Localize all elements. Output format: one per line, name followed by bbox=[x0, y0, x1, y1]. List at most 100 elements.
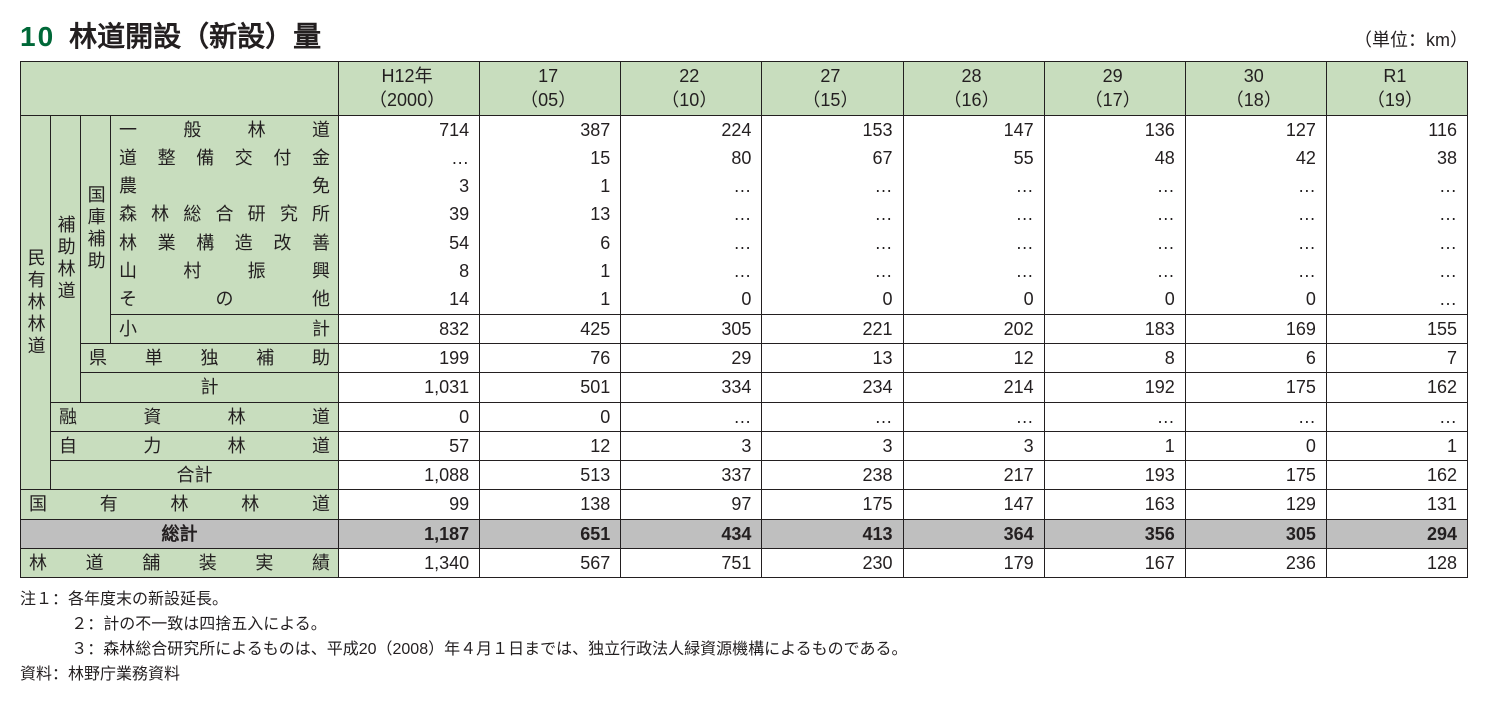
cell: 651 bbox=[480, 519, 621, 548]
cell: 13 bbox=[762, 343, 903, 372]
cell: 48 bbox=[1044, 144, 1185, 172]
cell: 183 bbox=[1044, 314, 1185, 343]
cell: … bbox=[1185, 402, 1326, 431]
cell: 175 bbox=[762, 490, 903, 519]
cell: … bbox=[1044, 229, 1185, 257]
cell: 1,031 bbox=[339, 373, 480, 402]
cell: … bbox=[1185, 200, 1326, 228]
cell: 57 bbox=[339, 431, 480, 460]
cell: 67 bbox=[762, 144, 903, 172]
cell: … bbox=[1326, 257, 1467, 285]
cell: … bbox=[1326, 172, 1467, 200]
cell: 1,088 bbox=[339, 461, 480, 490]
col-22: 22（10） bbox=[621, 62, 762, 116]
forest-road-table: H12年（2000） 17（05） 22（10） 27（15） 28（16） 2… bbox=[20, 61, 1468, 578]
row-noumen: 農免 3 1 … … … … … … bbox=[21, 172, 1468, 200]
cell: 193 bbox=[1044, 461, 1185, 490]
cell: … bbox=[621, 229, 762, 257]
cell: 425 bbox=[480, 314, 621, 343]
cell: … bbox=[1185, 257, 1326, 285]
cell: … bbox=[903, 200, 1044, 228]
cell: 42 bbox=[1185, 144, 1326, 172]
cell: 76 bbox=[480, 343, 621, 372]
row-yuushi: 融資林道 0 0 … … … … … … bbox=[21, 402, 1468, 431]
cell: … bbox=[1326, 285, 1467, 314]
cell: 8 bbox=[339, 257, 480, 285]
cell: 38 bbox=[1326, 144, 1467, 172]
cell: 39 bbox=[339, 200, 480, 228]
col-h12: H12年（2000） bbox=[339, 62, 480, 116]
cell: 3 bbox=[762, 431, 903, 460]
cell: … bbox=[762, 402, 903, 431]
cell: … bbox=[762, 257, 903, 285]
label-hosou: 林道舗装実績 bbox=[21, 549, 339, 578]
cell: 54 bbox=[339, 229, 480, 257]
cell: 147 bbox=[903, 490, 1044, 519]
cell: 15 bbox=[480, 144, 621, 172]
row-soukei: 総計 1,187 651 434 413 364 356 305 294 bbox=[21, 519, 1468, 548]
cell: … bbox=[621, 402, 762, 431]
cell: 1 bbox=[1326, 431, 1467, 460]
cell: 1,340 bbox=[339, 549, 480, 578]
row-ringyo: 林業構造改善 54 6 … … … … … … bbox=[21, 229, 1468, 257]
cell: 501 bbox=[480, 373, 621, 402]
col-27: 27（15） bbox=[762, 62, 903, 116]
label-kendoku: 県単独補助 bbox=[81, 343, 339, 372]
cell: 513 bbox=[480, 461, 621, 490]
row-kendoku: 県単独補助 199 76 29 13 12 8 6 7 bbox=[21, 343, 1468, 372]
cell: 12 bbox=[903, 343, 1044, 372]
cell: 3 bbox=[621, 431, 762, 460]
row-doseibi: 道整備交付金 … 15 80 67 55 48 42 38 bbox=[21, 144, 1468, 172]
col-30: 30（18） bbox=[1185, 62, 1326, 116]
cell: … bbox=[621, 200, 762, 228]
label-noumen: 農免 bbox=[111, 172, 339, 200]
note-2: ２：計の不一致は四捨五入による。 bbox=[20, 613, 1468, 638]
cell: 3 bbox=[339, 172, 480, 200]
cell: … bbox=[621, 257, 762, 285]
cell: … bbox=[1044, 402, 1185, 431]
cell: 138 bbox=[480, 490, 621, 519]
cell: 167 bbox=[1044, 549, 1185, 578]
table-number: 10 bbox=[20, 21, 55, 52]
row-sonota: その他 14 1 0 0 0 0 0 … bbox=[21, 285, 1468, 314]
cell: 162 bbox=[1326, 461, 1467, 490]
note-1: 注１：各年度末の新設延長。 bbox=[20, 588, 1468, 613]
label-shokei: 小計 bbox=[111, 314, 339, 343]
cell: … bbox=[621, 172, 762, 200]
cell: 147 bbox=[903, 115, 1044, 144]
row-sanson: 山村振興 8 1 … … … … … … bbox=[21, 257, 1468, 285]
cell: 1 bbox=[1044, 431, 1185, 460]
cell: 29 bbox=[621, 343, 762, 372]
cell: 136 bbox=[1044, 115, 1185, 144]
cell: 387 bbox=[480, 115, 621, 144]
cell: 294 bbox=[1326, 519, 1467, 548]
cell: 714 bbox=[339, 115, 480, 144]
cell: 0 bbox=[1044, 285, 1185, 314]
cell: 162 bbox=[1326, 373, 1467, 402]
stub-kokko: 国庫補助 bbox=[81, 115, 111, 343]
cell: 127 bbox=[1185, 115, 1326, 144]
cell: 0 bbox=[339, 402, 480, 431]
cell: 434 bbox=[621, 519, 762, 548]
cell: 234 bbox=[762, 373, 903, 402]
cell: … bbox=[1185, 229, 1326, 257]
col-r1: R1（19） bbox=[1326, 62, 1467, 116]
row-shokei: 小計 832 425 305 221 202 183 169 155 bbox=[21, 314, 1468, 343]
cell: 80 bbox=[621, 144, 762, 172]
row-shinrin: 森林総合研究所 39 13 … … … … … … bbox=[21, 200, 1468, 228]
row-hosou: 林道舗装実績 1,340 567 751 230 179 167 236 128 bbox=[21, 549, 1468, 578]
label-yuushi: 融資林道 bbox=[51, 402, 339, 431]
cell: 413 bbox=[762, 519, 903, 548]
row-kei: 計 1,031 501 334 234 214 192 175 162 bbox=[21, 373, 1468, 402]
cell: 224 bbox=[621, 115, 762, 144]
cell: … bbox=[1044, 257, 1185, 285]
cell: … bbox=[1326, 229, 1467, 257]
cell: 214 bbox=[903, 373, 1044, 402]
table-title-text: 林道開設（新設）量 bbox=[69, 21, 321, 52]
cell: 129 bbox=[1185, 490, 1326, 519]
label-kei: 計 bbox=[81, 373, 339, 402]
cell: 305 bbox=[1185, 519, 1326, 548]
header-stub-blank bbox=[21, 62, 339, 116]
cell: 567 bbox=[480, 549, 621, 578]
cell: 14 bbox=[339, 285, 480, 314]
